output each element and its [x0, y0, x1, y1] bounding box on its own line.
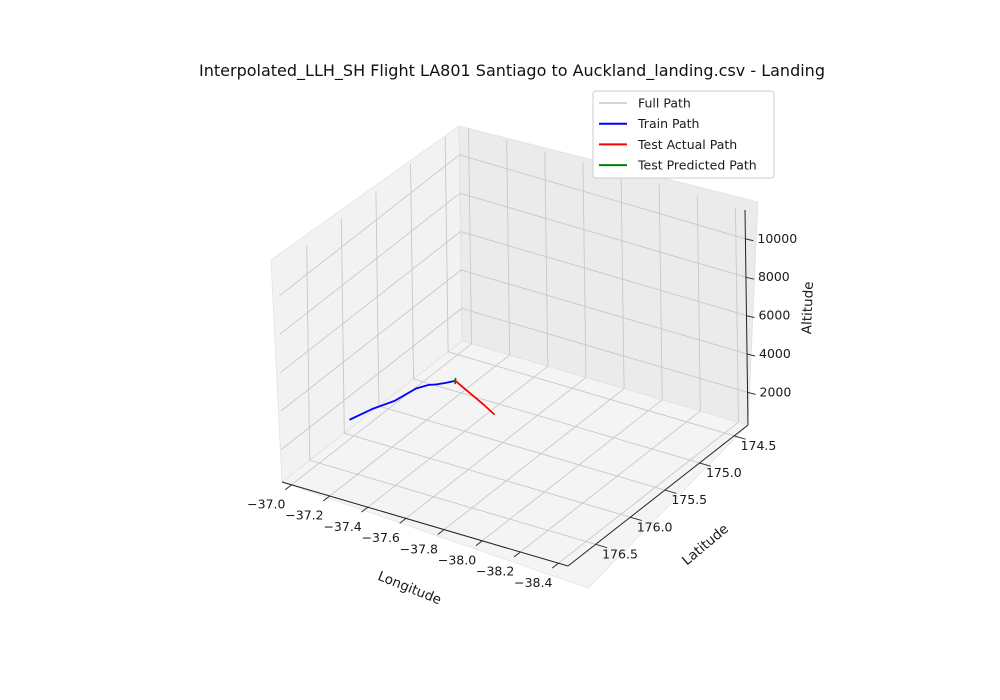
x-gridline-wall	[375, 191, 380, 407]
y-tick-label: −38.2	[476, 564, 514, 579]
y-tick-mark	[513, 551, 521, 558]
y-tick-mark	[437, 529, 445, 535]
z-tick-label: 4000	[759, 346, 791, 361]
y-gridline-floor	[481, 399, 663, 542]
z-gridline-back	[460, 269, 748, 355]
y-tick-mark	[475, 540, 483, 547]
y-gridline-wall	[468, 128, 472, 344]
x-tick-mark	[630, 516, 642, 522]
y-axis-line	[567, 424, 749, 567]
y-tick-mark	[323, 495, 330, 502]
y-gridline-floor	[405, 377, 587, 519]
z-gridline-left	[280, 269, 462, 412]
x-axis-line	[281, 481, 569, 567]
z-gridline-back	[459, 192, 747, 278]
y-gridline-floor	[443, 388, 625, 530]
chart-title: Interpolated_LLH_SH Flight LA801 Santiag…	[199, 61, 825, 81]
y-tick-mark	[551, 562, 559, 569]
y-axis-label: Latitude	[679, 521, 732, 569]
x-tick-label: 176.5	[602, 546, 638, 561]
z-tick-mark	[745, 238, 754, 242]
z-gridline-left	[281, 308, 462, 450]
z-axis-label: Altitude	[799, 281, 817, 334]
y-gridline-floor	[329, 354, 510, 497]
x-tick-label: 174.5	[741, 438, 777, 453]
y-tick-label: −37.6	[362, 530, 400, 545]
z-tick-label: 6000	[758, 308, 790, 323]
z-tick-mark	[746, 353, 756, 357]
legend-label: Test Actual Path	[637, 137, 737, 152]
y-tick-label: −37.2	[285, 508, 323, 523]
x-tick-mark	[595, 543, 608, 549]
x-axis-label: Longitude	[375, 568, 443, 608]
legend-frame	[592, 90, 775, 179]
z-tick-mark	[747, 391, 756, 395]
z-gridline-back	[461, 307, 748, 393]
grid-lines	[279, 128, 748, 564]
z-gridline-left	[280, 231, 461, 373]
z-gridline-back	[460, 231, 747, 317]
legend: Full Path Train Path Test Actual Path Test …	[592, 90, 775, 179]
y-gridline-wall	[506, 139, 511, 356]
y-gridline-wall	[735, 207, 739, 423]
y-gridline-wall	[620, 173, 625, 389]
y-gridline-wall	[696, 195, 701, 412]
y-tick-label: −37.4	[323, 519, 361, 534]
z-gridline-back	[459, 154, 746, 240]
y-gridline-floor	[291, 343, 472, 486]
axes: 174.5 175.0 175.5 176.0 176.5 −38.4−38.2−38.0…	[247, 209, 797, 590]
z-gridline-left	[279, 192, 461, 335]
y-tick-mark	[284, 484, 292, 491]
series-test-actual-path	[454, 379, 495, 415]
z-tick-mark	[746, 315, 755, 319]
z-gridline-left	[279, 154, 460, 297]
y-gridline-wall	[658, 184, 663, 400]
y-gridline-floor	[558, 421, 739, 564]
legend-label: Test Predicted Path	[637, 158, 757, 173]
z-tick-label: 8000	[758, 269, 790, 284]
y-tick-label: −37.8	[400, 541, 438, 556]
x-tick-label: 175.0	[706, 465, 742, 480]
legend-label: Train Path	[637, 116, 699, 131]
series-train-path	[349, 379, 457, 421]
x-tick-label: 176.0	[637, 519, 673, 534]
z-tick-label: 10000	[757, 231, 797, 246]
y-gridline-floor	[367, 365, 549, 508]
z-tick-label: 2000	[760, 384, 792, 399]
y-tick-label: −37.0	[247, 497, 285, 512]
x-tick-mark	[734, 435, 746, 440]
x-gridline-wall	[306, 245, 311, 461]
y-tick-label: −38.4	[514, 575, 552, 590]
x-tick-label: 175.5	[671, 492, 707, 507]
z-tick-mark	[745, 276, 755, 280]
z-axis-line	[744, 209, 749, 426]
x-gridline-wall	[410, 163, 414, 379]
x-gridline-wall	[340, 218, 345, 434]
y-gridline-wall	[582, 162, 587, 378]
y-tick-mark	[361, 506, 369, 513]
series-lines	[349, 377, 495, 421]
y-gridline-wall	[544, 151, 549, 367]
y-tick-label: −38.0	[438, 553, 476, 568]
x-tick-mark	[699, 462, 712, 467]
x-tick-mark	[664, 489, 677, 494]
y-tick-mark	[399, 518, 407, 524]
y-gridline-floor	[520, 410, 701, 553]
x-gridline-wall	[444, 136, 449, 352]
legend-label: Full Path	[638, 96, 691, 111]
